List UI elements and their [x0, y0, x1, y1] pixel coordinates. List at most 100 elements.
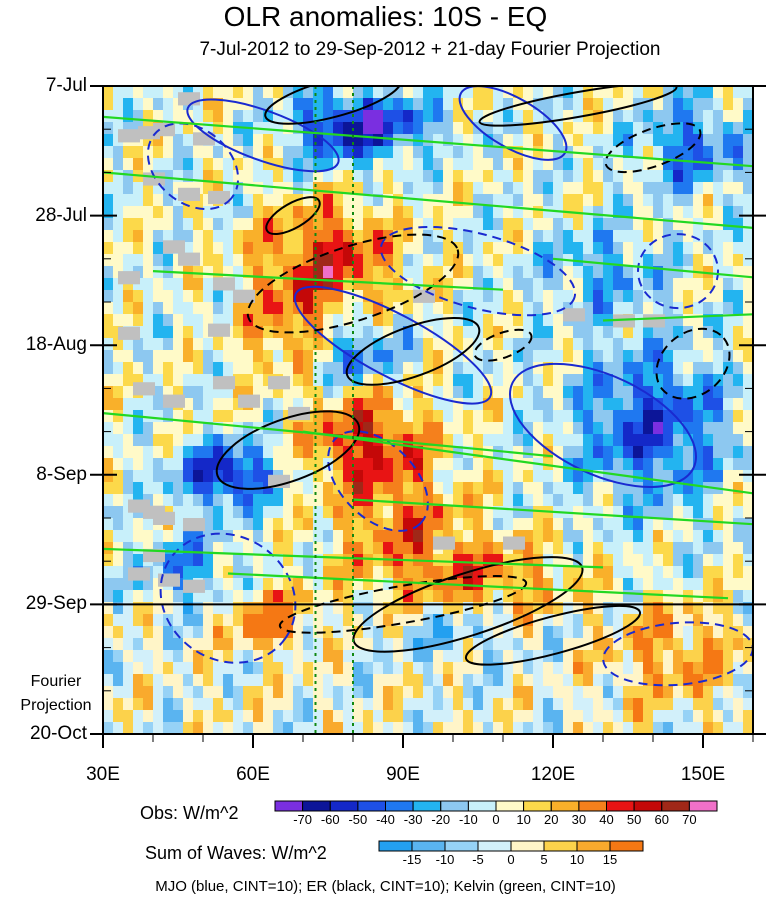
heatmap-cell: [543, 314, 554, 327]
heatmap-cell: [103, 302, 114, 315]
heatmap-cell: [463, 590, 474, 603]
heatmap-cell: [133, 158, 144, 171]
heatmap-cell: [373, 674, 384, 687]
heatmap-cell: [673, 374, 684, 387]
heatmap-cell: [273, 110, 284, 123]
heatmap-cell: [703, 386, 714, 399]
heatmap-cell: [693, 206, 704, 219]
heatmap-cell: [673, 638, 684, 651]
heatmap-cell: [123, 458, 134, 471]
heatmap-cell: [543, 194, 554, 207]
heatmap-cell: [283, 86, 294, 99]
heatmap-cell: [623, 146, 634, 159]
heatmap-cell: [223, 638, 234, 651]
heatmap-cell: [273, 146, 284, 159]
heatmap-cell: [693, 230, 704, 243]
heatmap-cell: [523, 398, 534, 411]
heatmap-cell: [273, 650, 284, 663]
heatmap-cell: [343, 98, 354, 111]
heatmap-cell: [503, 518, 514, 531]
heatmap-cell: [253, 662, 264, 675]
heatmap-cell: [103, 470, 114, 483]
heatmap-cell: [553, 602, 564, 615]
heatmap-cell: [213, 302, 224, 315]
heatmap-cell: [143, 218, 154, 231]
heatmap-cell: [483, 158, 494, 171]
heatmap-cell: [133, 338, 144, 351]
heatmap-cell: [623, 122, 634, 135]
heatmap-cell: [513, 374, 524, 387]
heatmap-cell: [533, 134, 544, 147]
heatmap-cell: [533, 146, 544, 159]
heatmap-cell: [413, 470, 424, 483]
heatmap-cell: [423, 614, 434, 627]
heatmap-cell: [403, 626, 414, 639]
heatmap-cell: [113, 470, 124, 483]
heatmap-cell: [343, 470, 354, 483]
heatmap-cell: [713, 182, 724, 195]
heatmap-cell: [693, 602, 704, 615]
heatmap-cell: [203, 530, 214, 543]
heatmap-cell: [443, 350, 454, 363]
missing-data-patch: [213, 277, 235, 291]
heatmap-cell: [103, 230, 114, 243]
heatmap-cell: [203, 446, 214, 459]
heatmap-cell: [113, 494, 124, 507]
heatmap-cell: [223, 698, 234, 711]
heatmap-cell: [523, 134, 534, 147]
heatmap-cell: [433, 626, 444, 639]
heatmap-cell: [253, 278, 264, 291]
heatmap-cell: [633, 242, 644, 255]
heatmap-cell: [503, 158, 514, 171]
heatmap-cell: [313, 506, 324, 519]
heatmap-cell: [243, 410, 254, 423]
heatmap-cell: [173, 566, 184, 579]
heatmap-cell: [473, 518, 484, 531]
heatmap-cell: [313, 158, 324, 171]
heatmap-cell: [383, 710, 394, 723]
heatmap-cell: [363, 194, 374, 207]
heatmap-cell: [683, 170, 694, 183]
heatmap-cell: [293, 602, 304, 615]
heatmap-cell: [353, 302, 364, 315]
heatmap-cell: [143, 614, 154, 627]
heatmap-cell: [563, 446, 574, 459]
heatmap-cell: [693, 302, 704, 315]
heatmap-cell: [373, 722, 384, 734]
heatmap-cell: [463, 206, 474, 219]
heatmap-cell: [603, 422, 614, 435]
heatmap-cell: [743, 110, 753, 123]
heatmap-cell: [263, 698, 274, 711]
heatmap-cell: [123, 146, 134, 159]
heatmap-cell: [493, 230, 504, 243]
heatmap-cell: [233, 662, 244, 675]
heatmap-cell: [403, 230, 414, 243]
heatmap-cell: [373, 206, 384, 219]
heatmap-cell: [573, 230, 584, 243]
heatmap-cell: [533, 518, 544, 531]
heatmap-cell: [253, 374, 264, 387]
heatmap-cell: [333, 542, 344, 555]
heatmap-cell: [323, 494, 334, 507]
heatmap-cell: [413, 146, 424, 159]
heatmap-cell: [273, 242, 284, 255]
heatmap-cell: [293, 578, 304, 591]
heatmap-cell: [153, 698, 164, 711]
heatmap-cell: [133, 578, 144, 591]
heatmap-cell: [553, 650, 564, 663]
heatmap-cell: [673, 146, 684, 159]
heatmap-cell: [733, 230, 744, 243]
er-contour: [478, 86, 678, 127]
heatmap-cell: [333, 530, 344, 543]
heatmap-cell: [323, 710, 334, 723]
heatmap-cell: [153, 134, 164, 147]
heatmap-cell: [193, 566, 204, 579]
heatmap-cell: [353, 422, 364, 435]
heatmap-cell: [433, 146, 444, 159]
heatmap-cell: [633, 650, 644, 663]
heatmap-cell: [663, 326, 674, 339]
heatmap-cell: [733, 170, 744, 183]
heatmap-cell: [493, 662, 504, 675]
heatmap-cell: [543, 86, 554, 99]
heatmap-cell: [553, 230, 564, 243]
